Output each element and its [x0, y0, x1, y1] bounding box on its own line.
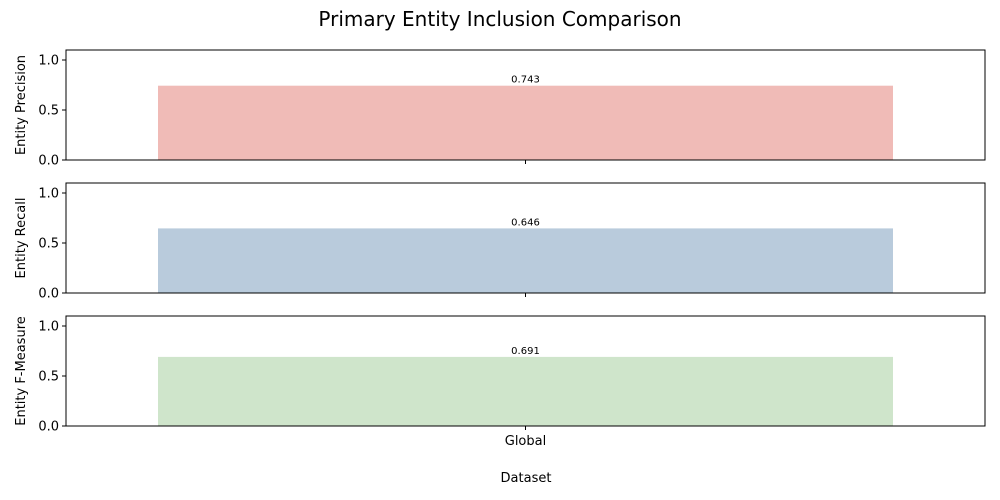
data-label: 0.743 [511, 75, 540, 86]
y-axis-label: Entity Precision [14, 55, 29, 155]
y-axis-label: Entity Recall [14, 198, 29, 279]
chart-panel: 0.691 0.0 0.5 1.0 Entity F-Measure [14, 315, 986, 435]
bar [158, 356, 893, 426]
y-tick-label: 0.0 [38, 287, 59, 302]
y-tick-label: 1.0 [38, 54, 59, 69]
y-tick-label: 1.0 [38, 320, 59, 335]
y-tick-label: 0.5 [38, 104, 59, 119]
y-tick-label: 1.0 [38, 187, 59, 202]
bar [158, 228, 893, 293]
chart-panel: 0.646 0.0 0.5 1.0 Entity Recall [14, 182, 986, 302]
y-axis-label: Entity F-Measure [14, 316, 29, 426]
chart-title: Primary Entity Inclusion Comparison [318, 7, 681, 31]
x-tick-label: Global [505, 434, 546, 449]
y-tick-label: 0.5 [38, 370, 59, 385]
y-tick-label: 0.0 [38, 154, 59, 169]
y-tick-label: 0.0 [38, 420, 59, 435]
y-tick-label: 0.5 [38, 237, 59, 252]
chart-panel: 0.743 0.0 0.5 1.0 Entity Precision [14, 49, 986, 169]
x-axis-label: Dataset [501, 471, 552, 486]
data-label: 0.646 [511, 217, 540, 228]
data-label: 0.691 [511, 346, 540, 357]
bar [158, 85, 893, 160]
